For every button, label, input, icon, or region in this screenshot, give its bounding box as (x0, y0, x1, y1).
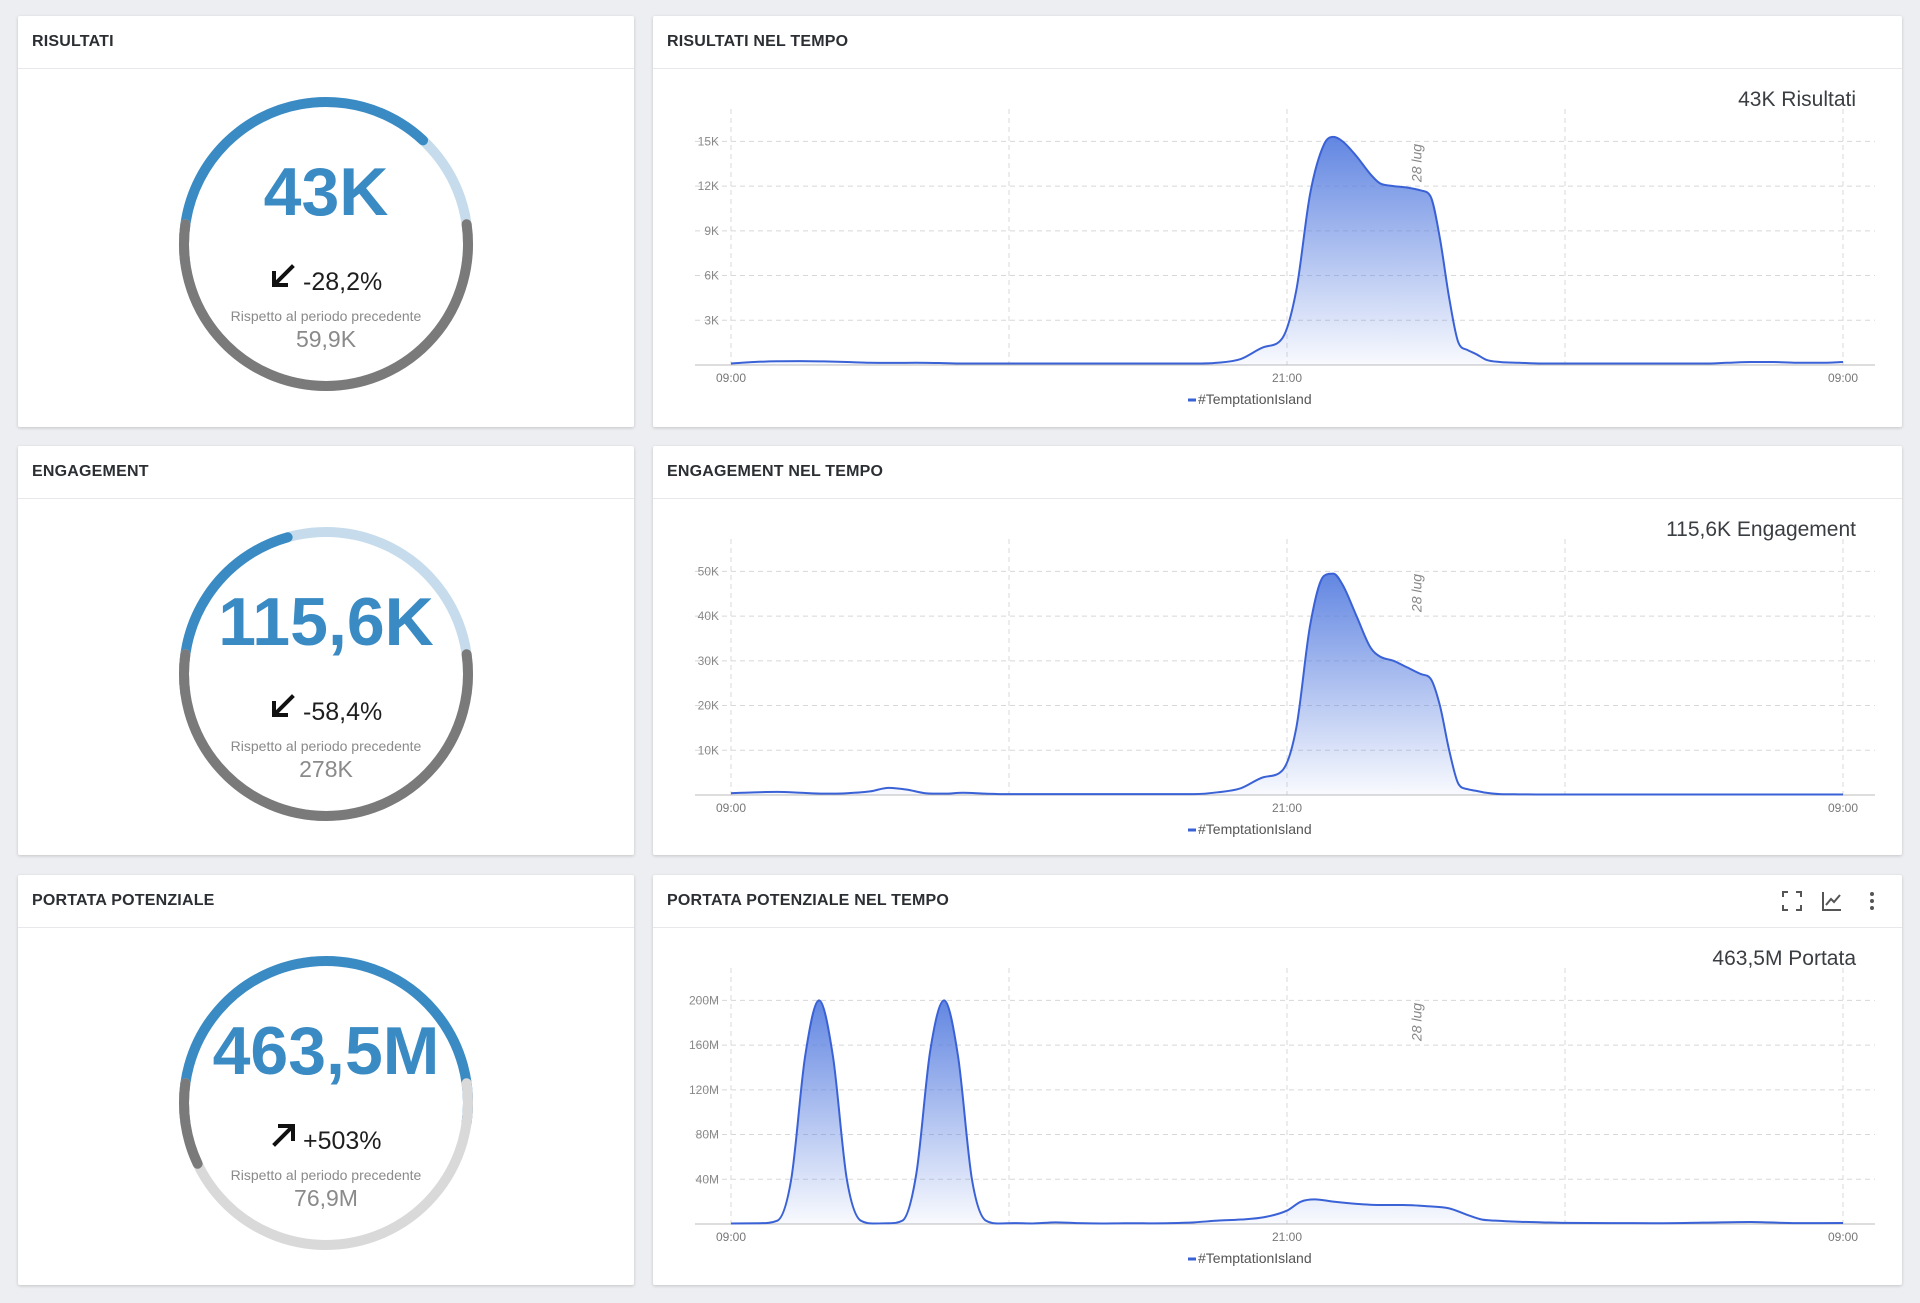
series-line (730, 999, 1844, 1225)
results-timeline-card: RISULTATI NEL TEMPO 43K Risultati 3K 6K 9K… (653, 16, 1902, 427)
more-vert-icon[interactable] (1860, 889, 1884, 913)
card-toolbar (1780, 889, 1884, 913)
gauge-value: 463,5M (213, 1013, 440, 1089)
series-area (731, 1000, 1843, 1224)
line-chart-icon[interactable] (1820, 889, 1844, 913)
gauge: 43K -28,2% Rispetto al periodo precedent… (18, 69, 634, 427)
x-tick-label: 21:00 (1272, 1230, 1302, 1244)
y-tick-label: 160M (689, 1038, 719, 1052)
y-tick-label: 40M (696, 1172, 719, 1186)
gauge-comparison-label: Rispetto al periodo precedente (231, 308, 422, 324)
trend-down-icon (272, 694, 295, 717)
y-tick-label: 9K (704, 224, 719, 238)
y-tick-label: 120M (689, 1083, 719, 1097)
gauge-upper-fill (179, 97, 429, 269)
gauge: 115,6K -58,4% Rispetto al periodo preced… (18, 499, 634, 855)
x-tick-label: 09:00 (716, 1230, 746, 1244)
total-label: 463,5M Portata (1712, 947, 1856, 970)
gauge-value: 115,6K (218, 584, 434, 660)
gauge-previous-value: 278K (299, 756, 353, 782)
card-title: ENGAGEMENT NEL TEMPO (667, 463, 884, 480)
card-header: RISULTATI (18, 16, 634, 69)
date-marker-label: 28 lug (1409, 1003, 1425, 1042)
x-tick-label: 09:00 (1828, 371, 1858, 385)
y-tick-label: 50K (698, 564, 719, 578)
area-chart: 3K 6K 9K 12K 15K 09:00 21:00 09:00 28 lug #Tempta… (695, 109, 1875, 407)
gauge-change: -28,2% (303, 268, 382, 296)
x-tick-label: 09:00 (1828, 801, 1858, 815)
gauge-value: 43K (264, 154, 389, 230)
gauge-comparison-label: Rispetto al periodo precedente (231, 738, 422, 754)
gauge-svg: 43K -28,2% Rispetto al periodo precedent… (179, 97, 473, 391)
card-title: RISULTATI NEL TEMPO (667, 33, 849, 50)
gauge-svg: 463,5M +503% Rispetto al periodo precede… (179, 956, 473, 1250)
gauge-svg: 115,6K -58,4% Rispetto al periodo preced… (179, 527, 473, 821)
card-title: ENGAGEMENT (32, 463, 149, 480)
gauge-lower-fill (179, 1078, 203, 1169)
area-chart: 10K 20K 30K 40K 50K 09:00 21:00 09:00 28 lug #Tem… (695, 539, 1875, 837)
x-tick-label: 21:00 (1272, 371, 1302, 385)
card-header: ENGAGEMENT (18, 446, 634, 499)
card-header: PORTATA POTENZIALE NEL TEMPO (653, 875, 1902, 928)
card-header: RISULTATI NEL TEMPO (653, 16, 1902, 69)
y-tick-label: 80M (696, 1128, 719, 1142)
reach-timeline-card: PORTATA POTENZIALE NEL TEMPO 463,5M Port… (653, 875, 1902, 1285)
engagement-gauge-card: ENGAGEMENT 115,6K -58,4% Rispetto al per… (18, 446, 634, 855)
engagement-timeline-card: ENGAGEMENT NEL TEMPO 115,6K Engagement 1… (653, 446, 1902, 855)
results-gauge-card: RISULTATI 43K -28,2% Rispetto al periodo… (18, 16, 634, 427)
legend-label: #TemptationIsland (1198, 1250, 1312, 1266)
series-line (730, 135, 1844, 365)
y-tick-label: 10K (698, 743, 719, 757)
y-tick-label: 200M (689, 993, 719, 1007)
gauge-previous-value: 76,9M (294, 1185, 358, 1211)
gauge-lower-track (179, 1078, 473, 1250)
card-header: PORTATA POTENZIALE (18, 875, 634, 928)
gauge: 463,5M +503% Rispetto al periodo precede… (18, 928, 634, 1285)
gauge-change: -58,4% (303, 698, 382, 726)
gauge-lower-fill (179, 219, 473, 391)
legend-label: #TemptationIsland (1198, 391, 1312, 407)
trend-down-icon (272, 264, 295, 287)
y-tick-label: 6K (704, 269, 719, 283)
card-title: PORTATA POTENZIALE NEL TEMPO (667, 892, 950, 909)
date-marker-label: 28 lug (1409, 574, 1425, 613)
y-tick-label: 12K (698, 179, 719, 193)
gauge-change: +503% (303, 1127, 382, 1155)
x-tick-label: 21:00 (1272, 801, 1302, 815)
fullscreen-icon[interactable] (1780, 889, 1804, 913)
series-line (730, 572, 1843, 796)
card-header: ENGAGEMENT NEL TEMPO (653, 446, 1902, 499)
gauge-comparison-label: Rispetto al periodo precedente (231, 1167, 422, 1183)
reach-gauge-card: PORTATA POTENZIALE 463,5M +503% Rispetto… (18, 875, 634, 1285)
y-tick-label: 15K (698, 134, 719, 148)
y-tick-label: 20K (698, 699, 719, 713)
trend-up-icon (272, 1124, 295, 1147)
y-tick-label: 3K (704, 313, 719, 327)
area-chart: 40M 80M 120M 160M 200M 09:00 21:00 09:00 28 lug #… (689, 968, 1875, 1266)
total-label: 115,6K Engagement (1666, 518, 1856, 541)
x-tick-label: 09:00 (716, 801, 746, 815)
y-tick-label: 30K (698, 654, 719, 668)
gauge-previous-value: 59,9K (296, 326, 357, 352)
legend-label: #TemptationIsland (1198, 821, 1312, 837)
total-label: 43K Risultati (1738, 88, 1856, 111)
card-title: RISULTATI (32, 33, 114, 50)
x-tick-label: 09:00 (716, 371, 746, 385)
gauge-lower-track (179, 649, 473, 821)
date-marker-label: 28 lug (1409, 144, 1425, 183)
x-tick-label: 09:00 (1828, 1230, 1858, 1244)
card-title: PORTATA POTENZIALE (32, 892, 215, 909)
gauge-upper-fill (179, 956, 473, 1128)
y-tick-label: 40K (698, 609, 719, 623)
gauge-lower-track (179, 219, 473, 391)
gauge-lower-fill (179, 649, 473, 821)
